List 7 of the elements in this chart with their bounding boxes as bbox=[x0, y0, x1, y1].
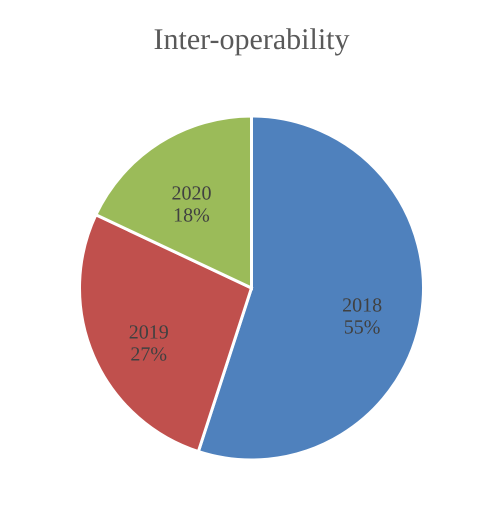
data-label: 18% bbox=[173, 204, 210, 226]
slice-label: 2020 bbox=[171, 182, 212, 204]
slice-label: 2018 bbox=[342, 294, 382, 317]
data-label: 27% bbox=[130, 343, 168, 366]
slice-label: 2019 bbox=[128, 321, 169, 344]
chart-title: Inter-operability bbox=[154, 23, 350, 56]
data-label: 55% bbox=[344, 316, 380, 339]
